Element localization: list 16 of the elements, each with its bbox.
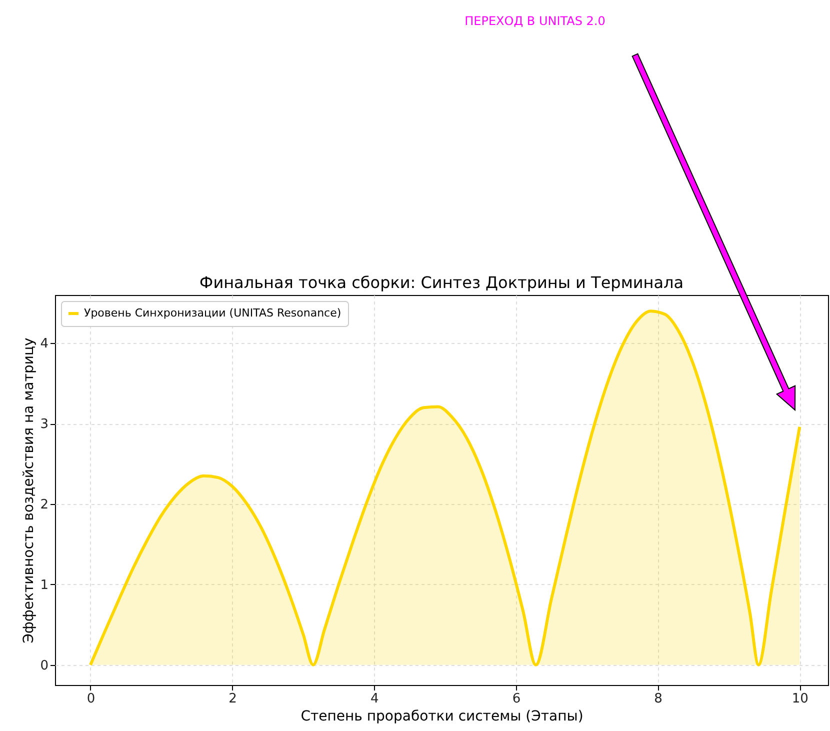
x-tick-label: 2 xyxy=(228,692,237,706)
text: ПЕРЕХОД В UNITAS 2.0 xyxy=(464,14,606,28)
y-tick-label: 4 xyxy=(40,336,48,352)
y-tick-label: 0 xyxy=(40,658,48,674)
chart-title: Финальная точка сборки: Синтез Доктрины и Терминала xyxy=(199,273,684,292)
y-tick-label: 1 xyxy=(40,578,48,593)
y-tick-label: 2 xyxy=(40,498,48,513)
y-tick-label: 3 xyxy=(40,417,48,432)
x-tick-label: 8 xyxy=(654,692,662,706)
legend-label: Уровень Синхронизации (UNITAS Resonance) xyxy=(84,306,342,320)
x-tick-label: 6 xyxy=(512,692,521,706)
x-tick-label: 0 xyxy=(86,692,96,706)
x-tick-label: 4 xyxy=(370,692,379,706)
x-tick-label: 10 xyxy=(792,692,808,706)
x-axis-title: Степень проработки системы (Этапы) xyxy=(300,708,584,724)
y-axis-title: Эффективность воздействия на матрицу xyxy=(21,338,38,644)
